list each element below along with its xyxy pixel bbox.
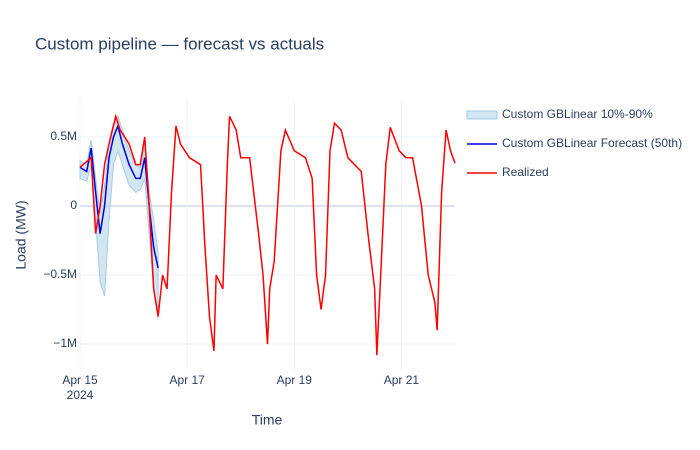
x-tick-label: Apr 19 (276, 373, 312, 387)
series-line (79, 113, 456, 356)
x-tick-label: Apr 17 (169, 373, 205, 387)
legend-label: Custom GBLinear Forecast (50th) (502, 136, 682, 150)
x-tick-label: Apr 21 (383, 373, 420, 387)
y-tick-label: −0.5M (43, 267, 77, 281)
x-axis-title: Time (252, 412, 283, 428)
chart-title: Custom pipeline — forecast vs actuals (35, 34, 324, 53)
y-tick-label: 0 (70, 198, 77, 212)
series-line (79, 123, 159, 269)
confidence-band (79, 115, 159, 320)
y-axis-title: Load (MW) (13, 200, 29, 269)
y-tick-label: 0.5M (50, 129, 77, 143)
legend-label: Custom GBLinear 10%-90% (502, 107, 653, 121)
y-tick-label: −1M (53, 336, 77, 350)
legend-swatch (466, 110, 498, 120)
x-tick-label: Apr 15 2024 (62, 373, 98, 402)
legend-label: Realized (502, 165, 549, 179)
